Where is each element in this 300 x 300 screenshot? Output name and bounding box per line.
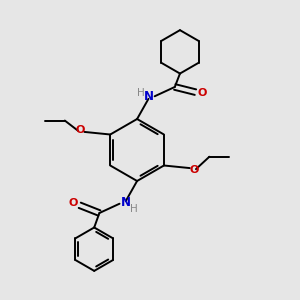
Text: O: O [76,125,85,135]
Text: O: O [197,88,207,98]
Text: H: H [130,204,138,214]
Text: N: N [143,90,154,103]
Text: H: H [137,88,145,98]
Text: O: O [68,198,78,208]
Text: N: N [121,196,131,209]
Text: O: O [189,165,199,175]
